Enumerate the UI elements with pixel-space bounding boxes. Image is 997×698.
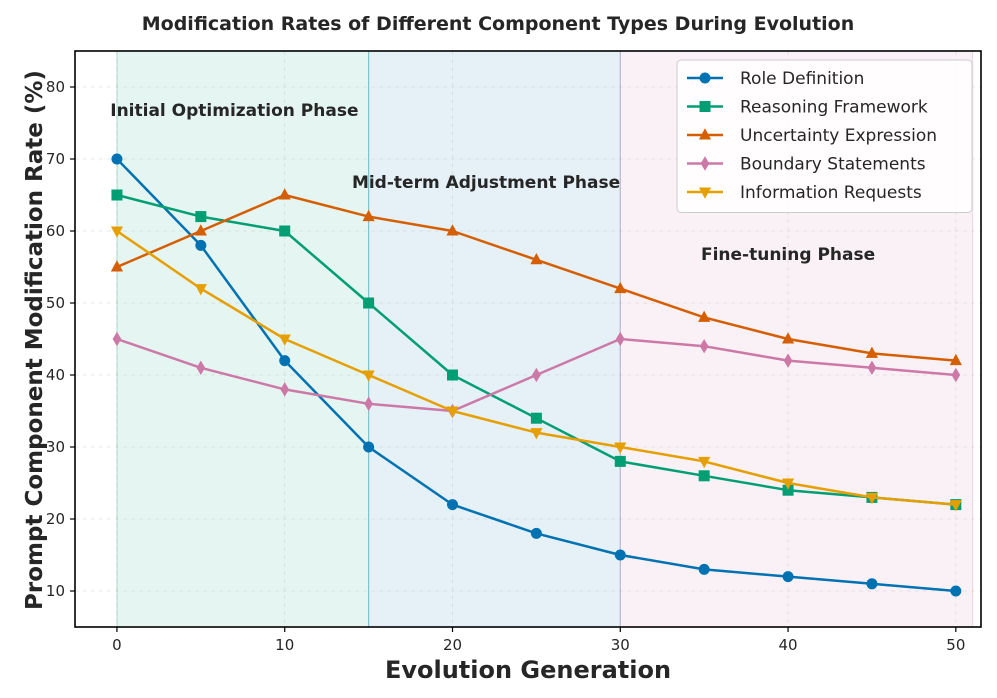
series-uncertainty-expression xyxy=(110,188,962,366)
data-point-information-requests xyxy=(194,284,207,296)
data-point-reasoning-framework xyxy=(111,189,123,201)
data-point-reasoning-framework xyxy=(363,297,375,309)
legend-marker-role-definition xyxy=(699,72,711,84)
x-tick-label: 50 xyxy=(946,636,965,654)
plot-frame xyxy=(74,50,982,628)
data-point-uncertainty-expression xyxy=(110,260,124,272)
data-point-uncertainty-expression xyxy=(865,346,879,358)
data-point-information-requests xyxy=(949,500,962,512)
phase-band-initial-optimization-phase xyxy=(116,51,369,627)
y-axis-label: Prompt Component Modification Rate (%) xyxy=(22,70,48,610)
series-information-requests xyxy=(110,226,962,512)
x-axis-label: Evolution Generation xyxy=(385,656,671,684)
y-axis-ticks: 10 20 30 40 50 60 70 80 xyxy=(46,78,75,600)
data-point-role-definition xyxy=(866,578,878,590)
series-lines xyxy=(110,153,962,597)
data-point-information-requests xyxy=(362,370,375,382)
x-tick-label: 20 xyxy=(443,636,462,654)
series-boundary-statements xyxy=(112,331,961,419)
data-point-information-requests xyxy=(698,456,711,469)
legend-marker-boundary-statements xyxy=(700,156,710,171)
phase-band-mid-term-adjustment-phase xyxy=(368,51,621,627)
y-tick-label: 60 xyxy=(46,222,65,240)
data-point-reasoning-framework xyxy=(279,225,291,237)
data-point-reasoning-framework xyxy=(447,369,458,381)
legend: Role Definition Reasoning Framework Uncert… xyxy=(676,59,973,213)
legend-marker-reasoning-framework xyxy=(699,101,711,112)
y-tick-label: 20 xyxy=(46,510,65,528)
y-tick-label: 10 xyxy=(46,582,65,600)
x-tick-label: 40 xyxy=(779,636,798,654)
data-point-boundary-statements xyxy=(196,360,206,376)
legend-marker-uncertainty-expression xyxy=(698,128,712,140)
data-point-boundary-statements xyxy=(867,360,877,376)
phase-label-initial-optimization-phase: Initial Optimization Phase xyxy=(110,101,358,121)
data-point-role-definition xyxy=(363,441,375,453)
legend-label-uncertainty-expression: Uncertainty Expression xyxy=(740,126,937,146)
legend-label-reasoning-framework: Reasoning Framework xyxy=(740,98,928,118)
x-tick-label: 10 xyxy=(275,636,294,654)
x-axis-ticks: 0 10 20 30 40 50 xyxy=(112,627,965,654)
data-point-role-definition xyxy=(530,527,542,539)
data-point-uncertainty-expression xyxy=(446,224,459,236)
legend-label-role-definition: Role Definition xyxy=(740,69,864,89)
data-point-role-definition xyxy=(698,563,710,575)
y-tick-label: 40 xyxy=(46,366,65,384)
data-point-reasoning-framework xyxy=(530,412,542,424)
data-point-role-definition xyxy=(950,585,962,597)
y-tick-label: 70 xyxy=(46,150,65,168)
data-point-boundary-statements xyxy=(364,396,373,412)
data-point-uncertainty-expression xyxy=(698,310,711,322)
y-tick-label: 50 xyxy=(46,294,65,312)
data-point-boundary-statements xyxy=(951,367,961,383)
phase-label-mid-term-adjustment-phase: Mid-term Adjustment Phase xyxy=(352,173,620,193)
phase-label-fine-tuning-phase: Fine-tuning Phase xyxy=(701,245,875,265)
data-point-boundary-statements xyxy=(280,382,290,397)
data-point-role-definition xyxy=(447,499,458,511)
data-point-information-requests xyxy=(530,428,543,440)
data-point-boundary-statements xyxy=(615,331,625,347)
x-tick-label: 0 xyxy=(112,636,122,654)
data-point-reasoning-framework xyxy=(195,211,207,223)
y-tick-label: 80 xyxy=(46,78,65,96)
chart-title: Modification Rates of Different Componen… xyxy=(142,13,855,35)
x-tick-label: 30 xyxy=(611,636,630,654)
data-point-role-definition xyxy=(782,571,794,583)
data-point-reasoning-framework xyxy=(614,455,626,467)
data-point-information-requests xyxy=(614,442,627,454)
legend-label-information-requests: Information Requests xyxy=(740,183,922,203)
legend-label-boundary-statements: Boundary Statements xyxy=(740,155,926,175)
data-point-information-requests xyxy=(278,334,291,346)
data-point-uncertainty-expression xyxy=(614,281,627,294)
data-point-information-requests xyxy=(865,492,879,505)
data-point-boundary-statements xyxy=(532,367,541,383)
data-point-information-requests xyxy=(110,226,124,238)
data-point-boundary-statements xyxy=(699,338,709,354)
data-point-uncertainty-expression xyxy=(194,224,207,236)
data-point-information-requests xyxy=(446,406,459,418)
legend-box xyxy=(676,59,973,213)
y-tick-label: 30 xyxy=(46,438,65,456)
data-point-uncertainty-expression xyxy=(949,353,962,366)
data-point-uncertainty-expression xyxy=(530,252,543,265)
data-point-role-definition xyxy=(279,355,291,367)
data-point-uncertainty-expression xyxy=(781,332,795,344)
data-point-boundary-statements xyxy=(112,331,122,347)
data-point-role-definition xyxy=(614,549,626,561)
data-point-role-definition xyxy=(195,239,207,251)
data-point-boundary-statements xyxy=(783,353,793,368)
legend-marker-information-requests xyxy=(698,187,712,199)
phase-labels: Initial Optimization Phase Mid-term Adjus… xyxy=(110,101,875,265)
data-point-uncertainty-expression xyxy=(362,209,375,222)
data-point-uncertainty-expression xyxy=(278,188,291,200)
data-point-reasoning-framework xyxy=(698,470,710,482)
data-point-information-requests xyxy=(781,478,795,490)
data-point-role-definition xyxy=(111,153,123,165)
